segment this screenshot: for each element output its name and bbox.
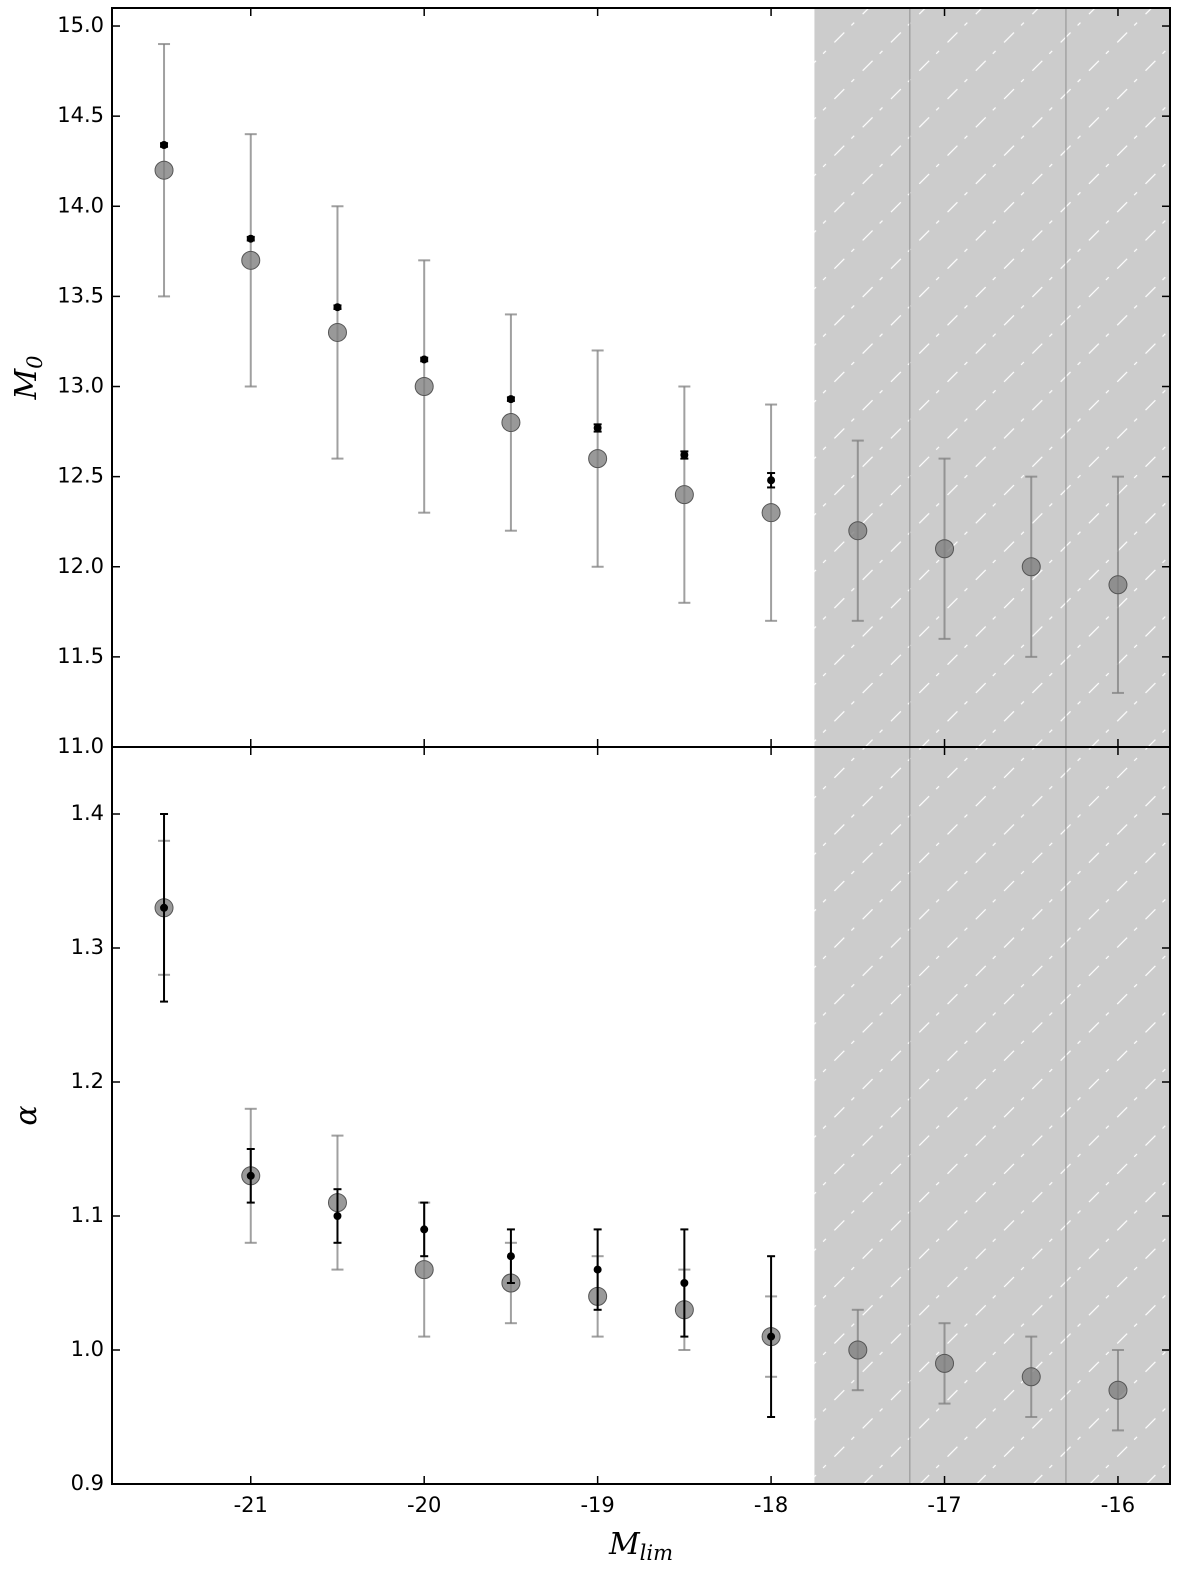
point [333, 1212, 342, 1220]
point [593, 1265, 602, 1274]
point [420, 355, 429, 364]
point [160, 140, 169, 149]
point [848, 521, 868, 541]
y-tick-label: 1.1 [71, 1203, 104, 1227]
x-tick-label: -18 [754, 1493, 788, 1517]
point [327, 322, 347, 342]
point [506, 395, 515, 404]
x-tick-label: -21 [234, 1493, 268, 1517]
x-tick-label: -20 [407, 1493, 441, 1517]
x-axis-label: Mlim [608, 1527, 673, 1565]
point [1021, 1367, 1041, 1387]
y-tick-label: 13.5 [57, 283, 104, 307]
point [767, 1332, 776, 1341]
y-tick-label: 1.4 [71, 801, 104, 825]
point [935, 539, 955, 559]
point [1108, 575, 1128, 595]
y-tick-label: 14.5 [57, 103, 104, 127]
plot-frame [111, 746, 1171, 1485]
point [1108, 1380, 1128, 1400]
y-tick-label: 1.2 [71, 1069, 104, 1093]
point [1021, 557, 1041, 577]
point [246, 1171, 255, 1180]
point [761, 503, 781, 523]
y-axis-label-text: α [9, 1105, 44, 1125]
point [506, 1252, 515, 1261]
hatch [814, 747, 1170, 1484]
y-tick-label: 12.5 [57, 464, 104, 488]
x-tick-label: -16 [1101, 1493, 1135, 1517]
y-tick-label: 12.0 [57, 554, 104, 578]
point [414, 377, 434, 397]
y-axis-label: α [9, 1105, 44, 1125]
point [414, 1260, 434, 1280]
x-tick-label: -19 [580, 1493, 614, 1517]
y-tick-label: 14.0 [57, 193, 104, 217]
x-axis-label-text: M [608, 1527, 641, 1562]
point [333, 303, 342, 312]
y-tick-label: 13.0 [57, 374, 104, 398]
hatch [814, 8, 1170, 747]
point [160, 903, 169, 912]
y-axis-label-subscript: 0 [23, 355, 47, 368]
point [241, 250, 261, 270]
point [246, 234, 255, 243]
point [935, 1353, 955, 1373]
point [154, 160, 174, 180]
point [593, 423, 602, 432]
y-axis-label-text: M [9, 368, 44, 401]
point [420, 1225, 429, 1234]
point [848, 1340, 868, 1360]
y-tick-label: 1.3 [71, 935, 104, 959]
y-axis-label: M0 [9, 355, 47, 400]
point [680, 451, 689, 460]
x-tick-label: -17 [927, 1493, 961, 1517]
point [680, 1279, 689, 1287]
y-tick-label: 0.9 [71, 1471, 104, 1495]
point [767, 476, 776, 485]
y-tick-label: 1.0 [71, 1337, 104, 1361]
x-axis-label-subscript: lim [640, 1541, 673, 1565]
point [588, 449, 608, 469]
point [674, 485, 694, 505]
point [501, 413, 521, 433]
y-tick-label: 15.0 [57, 13, 104, 37]
y-tick-label: 11.0 [57, 734, 104, 758]
y-tick-label: 11.5 [57, 644, 104, 668]
